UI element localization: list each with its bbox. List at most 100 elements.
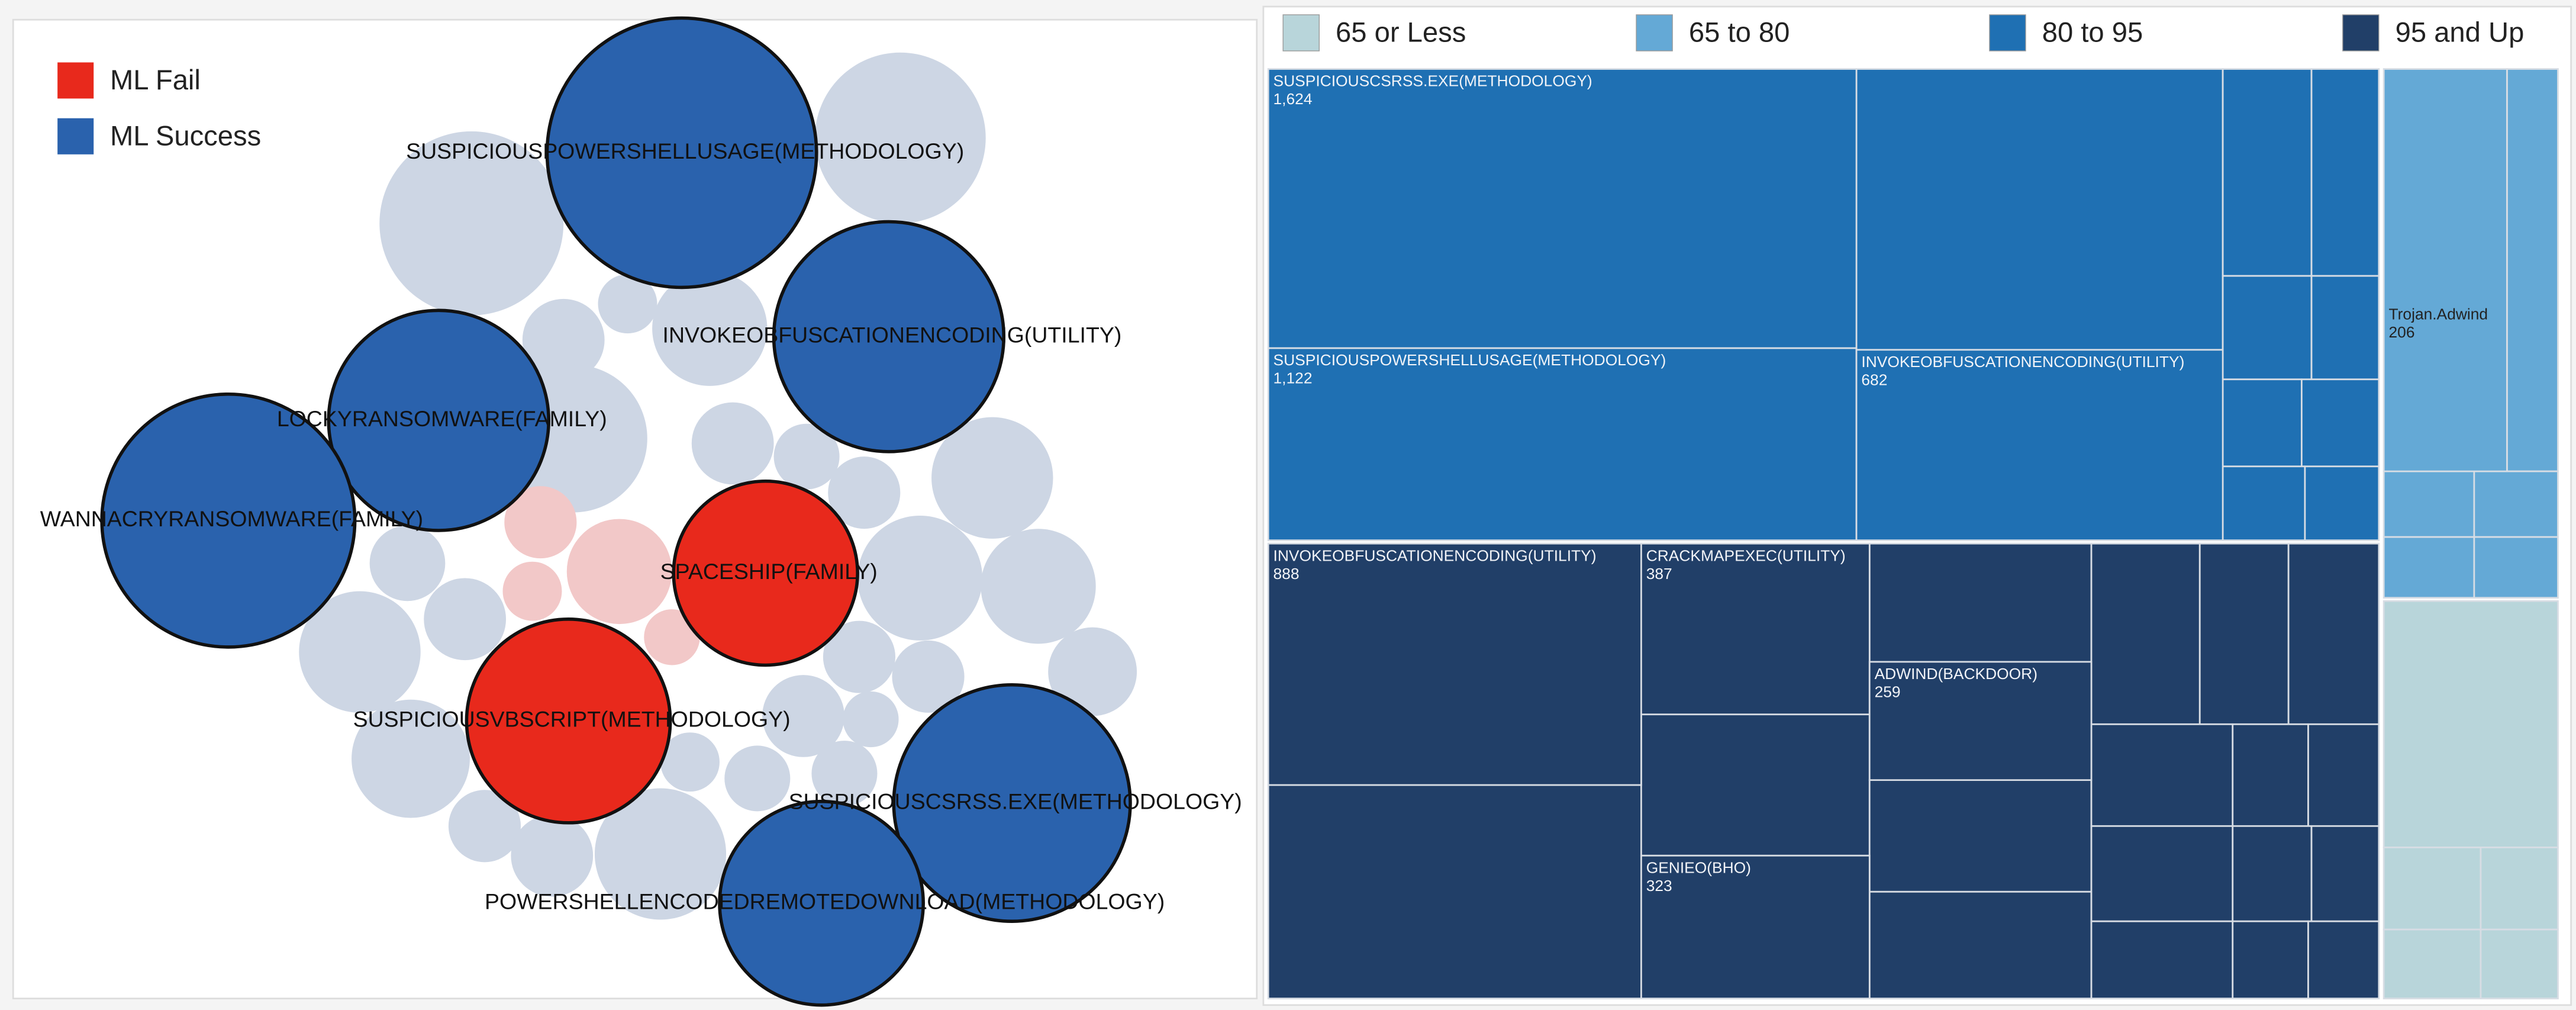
treemap-cell (2480, 846, 2559, 931)
treemap-cell (1267, 68, 1858, 349)
background-bubble (773, 423, 840, 490)
bubble-label: WANNACRYRANSOMWARE(FAMILY) (40, 506, 423, 531)
background-bubble (931, 417, 1053, 539)
background-bubble (828, 456, 901, 529)
treemap-cell (1267, 542, 1642, 786)
legend-swatch (57, 62, 94, 99)
bubble-label: INVOKEOBFUSCATIONENCODING(UTILITY) (663, 323, 1122, 348)
bubble (772, 220, 1006, 453)
treemap-cell (2287, 542, 2380, 725)
treemap-cell (2310, 275, 2380, 381)
treemap-cell (2232, 723, 2309, 827)
bubble (545, 16, 818, 290)
treemap-cell (1640, 542, 1871, 716)
cell-value: 387 (1646, 565, 1672, 583)
treemap-cell (2506, 68, 2559, 472)
treemap-cell (2222, 68, 2313, 277)
background-bubble (724, 745, 791, 812)
treemap-cell (1640, 713, 1871, 857)
legend-swatch (1282, 14, 1320, 52)
treemap-cell (2307, 920, 2380, 999)
treemap-cell (2473, 470, 2559, 538)
bubble-label: POWERSHELLENCODEDREMOTEDOWNLOAD(METHODOL… (485, 889, 1165, 914)
cell-value: 323 (1646, 877, 1672, 895)
background-bubble (369, 525, 446, 602)
bubble-label: SPACESHIP(FAMILY) (660, 559, 878, 584)
treemap-cell (2310, 68, 2380, 277)
treemap-cell (1868, 779, 2093, 893)
bubble (892, 683, 1132, 923)
background-bubble (652, 271, 768, 386)
treemap-cell (2304, 465, 2380, 542)
bubble-label: SUSPICIOUSVBSCRIPT(METHODOLOGY) (353, 707, 791, 732)
background-bubble (379, 131, 564, 316)
background-bubble (299, 591, 421, 713)
cell-name: INVOKEOBFUSCATIONENCODING(UTILITY) (1274, 546, 1597, 564)
treemap-cell (1868, 661, 2093, 781)
bubble-label: SUSPICIOUSCSRSS.EXE(METHODOLOGY) (789, 789, 1242, 813)
background-bubble (511, 814, 594, 897)
bubble-label: LOCKYRANSOMWARE(FAMILY) (277, 406, 607, 431)
treemap-cell (2090, 723, 2234, 827)
treemap-cell (2232, 920, 2309, 999)
treemap-cell (2222, 465, 2306, 542)
background-bubble (811, 741, 878, 807)
treemap-cell (2300, 378, 2380, 468)
treemap-cell (2382, 846, 2482, 931)
legend-label: 80 to 95 (2042, 17, 2143, 48)
treemap-cell (2090, 825, 2234, 922)
bubble-chart: ML Fail ML Success SPACESHIP(FAMILY) SUSPIC… (40, 16, 1242, 1007)
cell-name: SUSPICIOUSPOWERSHELLUSAGE(METHODOLOGY) (1274, 351, 1666, 369)
cell-name: INVOKEOBFUSCATIONENCODING(UTILITY) (1861, 353, 2184, 371)
bubble (327, 308, 550, 532)
treemap-cell (2090, 542, 2201, 725)
legend-label: 95 and Up (2396, 17, 2525, 48)
background-bubble (892, 640, 965, 713)
background-bubble (843, 691, 899, 748)
treemap-cell (2382, 928, 2482, 999)
treemap-cell (2382, 68, 2508, 472)
background-bubble (448, 790, 521, 863)
treemap-cell (1855, 349, 2224, 542)
legend-swatch (2342, 14, 2380, 52)
cell-value: 1,624 (1274, 90, 1313, 108)
bubble (672, 480, 859, 667)
cell-name: ADWIND(BACKDOOR) (1875, 665, 2037, 683)
background-bubble (594, 788, 727, 920)
cell-name: Trojan.Adwind (2389, 305, 2488, 323)
background-bubble (762, 675, 844, 757)
bubble (718, 799, 925, 1007)
legend-swatch (1989, 14, 2026, 52)
bubble-label: SUSPICIOUSPOWERSHELLUSAGE(METHODOLOGY) (406, 139, 964, 163)
treemap-cell (1868, 890, 2093, 999)
legend-label: ML Fail (110, 64, 201, 95)
legend-label: ML Success (110, 120, 261, 151)
cell-value: 259 (1875, 683, 1901, 701)
cell-name: GENIEO(BHO) (1646, 858, 1751, 876)
cell-value: 682 (1861, 371, 1887, 389)
treemap-cell (2382, 536, 2475, 599)
treemap-cell (2307, 723, 2380, 827)
treemap-cell (2382, 470, 2475, 538)
bubble (100, 393, 357, 649)
cell-name: CRACKMAPEXEC(UTILITY) (1646, 546, 1846, 564)
background-bubble (823, 620, 896, 693)
legend-swatch (57, 118, 94, 155)
background-bubble (502, 561, 562, 621)
background-bubble (814, 52, 986, 224)
treemap-cell (1868, 542, 2093, 663)
cell-value: 1,122 (1274, 369, 1313, 387)
background-bubble (598, 274, 657, 334)
treemap-chart: 65 or Less 65 to 80 80 to 95 95 and Up SUSPI… (1267, 14, 2559, 999)
bubble (465, 617, 672, 825)
background-bubble (566, 519, 672, 625)
treemap-cell (1855, 68, 2224, 351)
treemap-cell (1640, 854, 1871, 999)
treemap-cell (2310, 825, 2380, 922)
treemap-cell (1267, 347, 1858, 542)
treemap-cell (2480, 928, 2559, 999)
treemap-cell (2222, 378, 2303, 468)
background-bubble (1048, 627, 1137, 716)
background-bubble (660, 732, 720, 792)
